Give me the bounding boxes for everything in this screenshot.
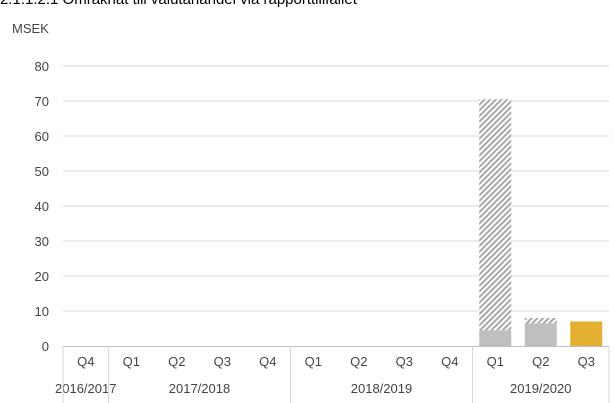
y-tick-label: 60: [35, 129, 49, 144]
bar-segment: [524, 323, 557, 346]
x-axis: Q4 Q1 Q2 Q3 Q4 Q1 Q2 Q3 Q4 Q1 Q2 Q3 2016/2017 2017/20…: [55, 346, 610, 403]
x-tick-label: Q1: [305, 354, 322, 369]
bar-segment: [479, 99, 512, 331]
x-tick-label: Q3: [578, 354, 595, 369]
y-tick-labels: 0 10 20 30 40 50 60 70 80: [35, 59, 49, 354]
year-group-label: 2016/2017: [55, 381, 116, 396]
x-tick-label: Q4: [441, 354, 458, 369]
x-tick-label: Q2: [532, 354, 549, 369]
x-tick-label: Q1: [123, 354, 140, 369]
year-group-label: 2017/2018: [169, 381, 230, 396]
x-tick-label: Q3: [396, 354, 413, 369]
bar-segment: [570, 321, 603, 346]
gridlines: [63, 65, 609, 312]
x-tick-label: Q2: [350, 354, 367, 369]
y-axis-label: MSEK: [12, 21, 49, 36]
y-tick-label: 10: [35, 304, 49, 319]
y-tick-label: 80: [35, 59, 49, 74]
x-tick-label: Q3: [214, 354, 231, 369]
y-tick-label: 0: [42, 339, 49, 354]
year-group-label: 2019/2020: [510, 381, 571, 396]
x-tick-label: Q4: [77, 354, 94, 369]
bar-segment: [479, 330, 512, 346]
x-tick-label: Q1: [487, 354, 504, 369]
y-tick-label: 30: [35, 234, 49, 249]
bar-segment: [524, 318, 557, 324]
y-tick-label: 50: [35, 164, 49, 179]
chart-title: 2.1.1.2.1 Omräknat till valutahandel via…: [0, 0, 614, 11]
year-group-label: 2018/2019: [351, 381, 412, 396]
bars: [479, 99, 603, 346]
y-tick-label: 40: [35, 199, 49, 214]
x-tick-label: Q2: [168, 354, 185, 369]
y-tick-label: 20: [35, 269, 49, 284]
x-tick-label: Q4: [259, 354, 276, 369]
y-tick-label: 70: [35, 94, 49, 109]
